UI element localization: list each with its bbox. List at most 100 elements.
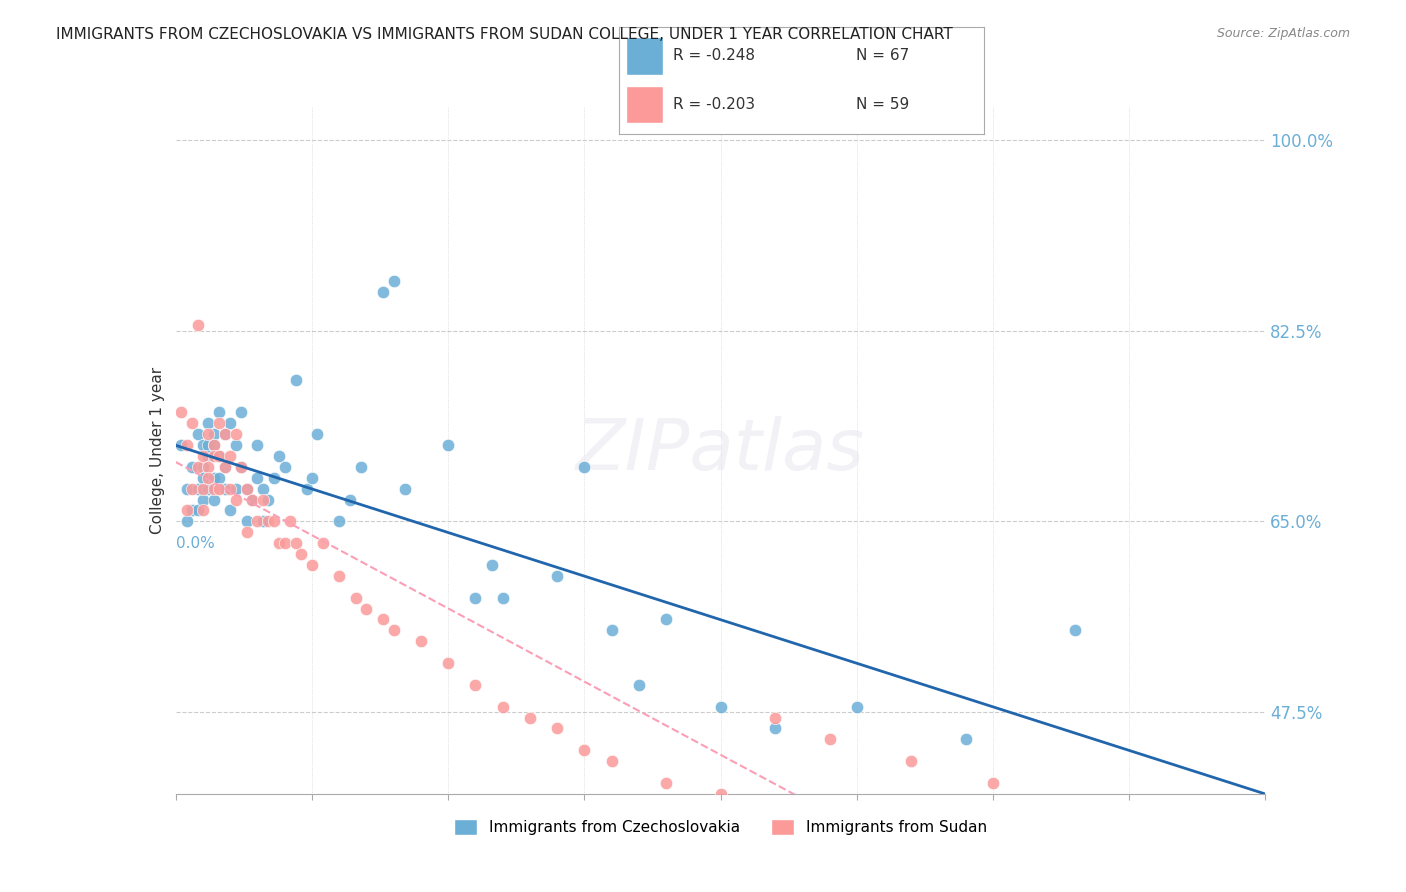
Point [197,416,219,430]
Point [437,656,460,670]
Point [295,482,318,496]
Point [464,591,486,605]
Point [225,482,247,496]
Point [214,482,236,496]
Point [240,492,263,507]
Point [252,482,274,496]
Point [492,699,515,714]
Point [955,732,977,747]
Point [219,416,242,430]
Point [328,514,350,528]
Point [170,405,193,419]
Point [301,558,323,572]
Point [269,449,291,463]
Point [246,514,269,528]
Point [225,438,247,452]
Point [181,416,204,430]
Point [208,405,231,419]
Point [181,503,204,517]
Point [284,373,307,387]
Point [202,427,225,442]
Text: R = -0.203: R = -0.203 [673,97,755,112]
Point [235,482,257,496]
Point [191,482,214,496]
Point [394,482,416,496]
Point [328,569,350,583]
Point [344,591,367,605]
Point [546,569,568,583]
Point [845,699,868,714]
Point [231,405,253,419]
Point [290,547,312,561]
Point [208,449,231,463]
Point [235,525,257,540]
Text: ZIPatlas: ZIPatlas [576,416,865,485]
Point [170,438,193,452]
Point [235,482,257,496]
Point [763,722,786,736]
Point [818,732,841,747]
Point [981,776,1004,790]
Point [208,482,231,496]
Point [710,699,733,714]
Point [600,624,623,638]
Point [627,678,650,692]
Point [202,492,225,507]
Point [197,449,219,463]
Point [274,536,297,550]
Text: R = -0.248: R = -0.248 [673,48,755,63]
Point [176,514,198,528]
Point [356,601,378,615]
Point [464,678,486,692]
Point [197,427,219,442]
Point [219,503,242,517]
Point [191,471,214,485]
Point [339,492,361,507]
Point [181,482,204,496]
Point [312,536,335,550]
Point [274,459,297,474]
Point [437,438,460,452]
Text: N = 67: N = 67 [856,48,910,63]
Point [519,710,541,724]
Point [307,427,329,442]
Text: IMMIGRANTS FROM CZECHOSLOVAKIA VS IMMIGRANTS FROM SUDAN COLLEGE, UNDER 1 YEAR CO: IMMIGRANTS FROM CZECHOSLOVAKIA VS IMMIGR… [56,27,953,42]
Point [246,438,269,452]
Point [186,318,209,332]
Point [176,438,198,452]
Legend: Immigrants from Czechoslovakia, Immigrants from Sudan: Immigrants from Czechoslovakia, Immigran… [449,813,993,841]
Point [257,492,280,507]
Point [371,285,394,300]
Text: 0.0%: 0.0% [176,536,215,551]
Y-axis label: College, Under 1 year: College, Under 1 year [149,367,165,534]
Point [546,722,568,736]
Point [240,492,263,507]
Point [197,459,219,474]
Point [202,471,225,485]
Point [191,449,214,463]
Point [219,482,242,496]
Point [263,514,285,528]
Point [574,743,596,757]
Point [574,459,596,474]
Point [176,482,198,496]
Text: Source: ZipAtlas.com: Source: ZipAtlas.com [1216,27,1350,40]
Point [371,612,394,626]
Point [600,754,623,768]
Point [284,536,307,550]
Point [252,514,274,528]
Point [225,492,247,507]
Point [655,776,678,790]
Point [409,634,432,648]
Point [301,471,323,485]
Point [219,449,242,463]
Bar [626,86,662,123]
Point [269,536,291,550]
Point [181,459,204,474]
Point [763,710,786,724]
Point [257,514,280,528]
Point [197,482,219,496]
Point [197,438,219,452]
Point [208,449,231,463]
Point [231,459,253,474]
